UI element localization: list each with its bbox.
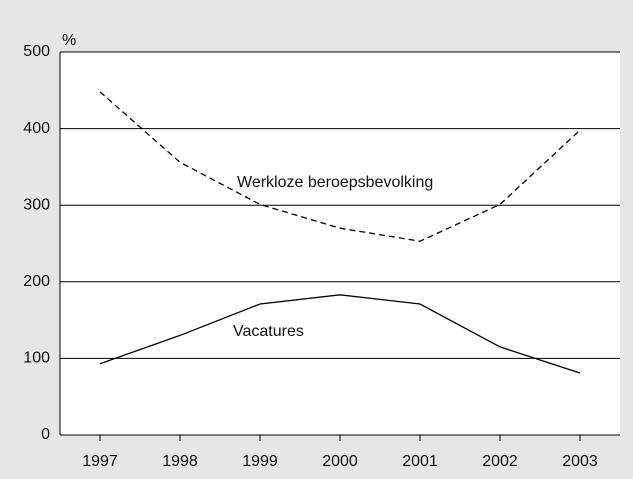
series-label: Werkloze beroepsbevolking: [237, 174, 433, 191]
x-tick-label: 1999: [242, 453, 278, 470]
series-label: Vacatures: [233, 323, 304, 340]
x-tick-label: 2002: [482, 453, 518, 470]
x-tick-label: 2000: [322, 453, 358, 470]
x-tick-label: 2003: [562, 453, 598, 470]
y-tick-label: 0: [41, 426, 50, 443]
unit-label: %: [62, 32, 76, 49]
x-tick-label: 2001: [402, 453, 438, 470]
series-line: [99, 91, 581, 242]
y-tick-label: 200: [23, 273, 50, 290]
series-line: [99, 294, 581, 374]
y-tick-label: 500: [23, 43, 50, 60]
y-tick-label: 100: [23, 350, 50, 367]
x-tick-label: 1997: [82, 453, 118, 470]
x-tick-label: 1998: [162, 453, 198, 470]
plot-area: [60, 52, 620, 435]
y-tick-label: 400: [23, 120, 50, 137]
y-tick-label: 300: [23, 196, 50, 213]
